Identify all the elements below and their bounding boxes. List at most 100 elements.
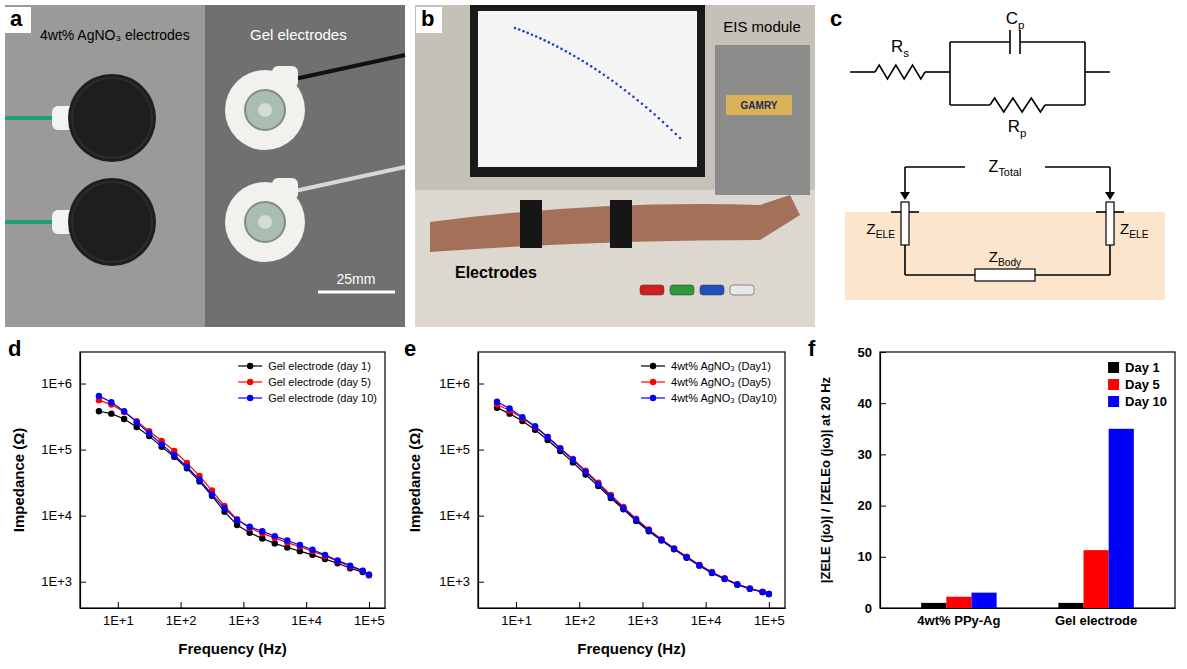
x-tick-label: 1E+5 [354,613,385,628]
x-axis-title: Frequency (Hz) [577,640,685,657]
x-tick-mark [706,602,707,608]
impedance-label-sub: ELE [1129,229,1148,240]
screen-dot [611,79,614,82]
data-point [709,569,715,575]
data-point [259,528,265,534]
panel-letter: a [10,6,23,31]
data-point [734,581,740,587]
y-axis-line [478,353,479,609]
y-tick-label: 1E+6 [41,376,72,391]
data-point [158,441,164,447]
data-point [766,591,772,597]
monitor [470,5,705,177]
screen-dot [670,129,673,132]
gel-center [258,215,272,229]
data-point [570,456,576,462]
y-tick: 10 [858,549,886,564]
y-tick-mark [80,516,86,517]
data-point [196,477,202,483]
x-axis-line [479,608,786,609]
screen-dot [662,121,665,124]
y-tick: 0 [865,601,886,616]
legend-label: Day 10 [1125,394,1167,409]
screen-dot [615,83,618,86]
data-point [671,546,677,552]
wire [290,55,405,80]
photo-bg-right [205,5,405,327]
impedance-label: ZTotal [989,158,1022,178]
data-point [696,562,702,568]
data-point [234,516,240,522]
bar [946,597,971,608]
wire [1084,42,1086,105]
data-point [696,562,702,568]
y-axis-line [80,353,81,609]
legend-entry: 4wt% AgNO₃ (Day10) [641,392,777,404]
panel-letter-group: a [5,6,31,33]
data-point [121,416,127,422]
data-point [696,562,702,568]
plot-area [96,393,372,579]
resistor [875,65,925,79]
plot-frame [880,352,1175,608]
screen-dot [598,71,601,74]
y-tick-mark [880,506,886,507]
panel-letter-group: b [416,6,442,33]
screen-dot [581,60,584,63]
y-tick: 40 [858,396,886,411]
screen-dot [624,89,627,92]
y-tick: 30 [858,447,886,462]
series-line [497,405,769,594]
x-tick: Gel electrode [1055,608,1137,628]
screen-dot [556,45,559,48]
wire [1020,41,1085,43]
component-label-sub: p [1018,19,1024,31]
data-point [171,452,177,458]
impedance-label: ZBody [989,248,1022,268]
screen-dot [632,96,635,99]
legend-swatch [1108,379,1119,390]
panel-letter: b [421,6,434,31]
data-point [766,591,772,597]
y-tick-mark [80,384,86,385]
legend-entry: Gel electrode (day 10) [238,392,377,404]
x-axis: 4wt% PPy-AgGel electrode [881,608,1176,628]
wire [925,71,950,73]
x-tick: 1E+1 [103,602,134,628]
legend-swatch [1108,396,1119,407]
data-point [334,558,340,564]
screen-dot [619,86,622,89]
y-tick-mark [80,582,86,583]
data-point [658,537,664,543]
y-tick-label: 10 [858,549,872,564]
component-label-main: C [1006,9,1018,28]
data-point [646,528,652,534]
eis-brand: GAMRY [741,100,778,111]
clip-lead [640,285,664,295]
x-axis-title: Frequency (Hz) [178,640,286,657]
component-label: Rs [891,37,909,59]
y-tick-label: 40 [858,396,872,411]
screen-dot [543,39,546,42]
bar [1058,603,1083,608]
panel-letter: d [8,336,21,361]
data-point [747,585,753,591]
series-line [99,396,369,575]
wire [850,71,875,73]
wire [950,41,1010,43]
data-point [96,408,102,414]
screen-dot [653,113,656,116]
y-tick-mark [478,450,484,451]
x-axis-line [881,608,1176,609]
electrode-disc [68,178,156,266]
series-line [99,411,369,575]
arrow-head [1105,192,1115,200]
panel-letter-group: d [8,336,21,361]
wire [1035,274,1110,276]
y-tick: 1E+3 [41,574,86,589]
y-tick-mark [478,582,484,583]
legend-marker [650,379,656,385]
y-tick-mark [478,384,484,385]
data-point [532,424,538,430]
y-axis: 1E+31E+41E+51E+6 [439,353,484,609]
